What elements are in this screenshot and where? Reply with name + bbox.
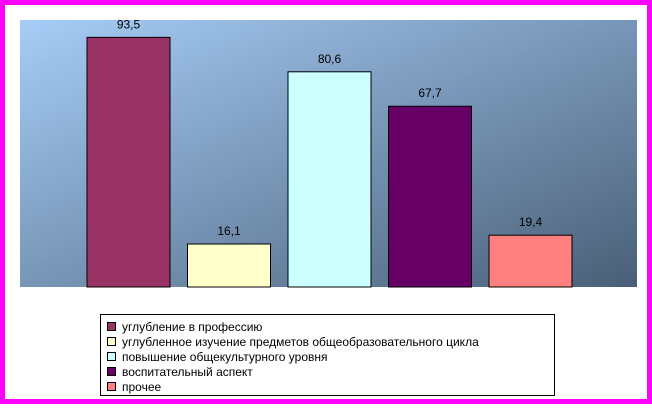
legend-label: углубленное изучение предметов общеобраз… bbox=[122, 334, 479, 349]
legend-label: повышение общекультурного уровня bbox=[122, 349, 328, 364]
data-label-5: 19,4 bbox=[519, 215, 543, 229]
legend-label: прочее bbox=[122, 379, 162, 394]
bar-1 bbox=[86, 36, 171, 288]
legend-item: углубление в профессию bbox=[107, 319, 554, 334]
legend-swatch bbox=[107, 367, 116, 376]
legend-item: повышение общекультурного уровня bbox=[107, 349, 554, 364]
data-label-4: 67,7 bbox=[418, 86, 442, 100]
data-label-1: 93,5 bbox=[117, 17, 141, 31]
data-label-2: 16,1 bbox=[217, 224, 241, 238]
bar-2 bbox=[187, 243, 271, 288]
bar-5 bbox=[488, 234, 573, 288]
data-label-3: 80,6 bbox=[318, 52, 342, 66]
legend-item: прочее bbox=[107, 379, 554, 394]
bar-4 bbox=[388, 105, 472, 288]
legend: углубление в профессию углубленное изучен… bbox=[100, 314, 555, 396]
bar-3 bbox=[287, 71, 372, 288]
bar-chart: 93,5 16,1 80,6 67,7 19,4 bbox=[20, 17, 637, 288]
legend-swatch bbox=[107, 382, 116, 391]
legend-item: углубленное изучение предметов общеобраз… bbox=[107, 334, 554, 349]
legend-swatch bbox=[107, 337, 116, 346]
legend-swatch bbox=[107, 322, 116, 331]
legend-label: углубление в профессию bbox=[122, 319, 263, 334]
legend-label: воспитательный аспект bbox=[122, 364, 253, 379]
legend-swatch bbox=[107, 352, 116, 361]
legend-item: воспитательный аспект bbox=[107, 364, 554, 379]
